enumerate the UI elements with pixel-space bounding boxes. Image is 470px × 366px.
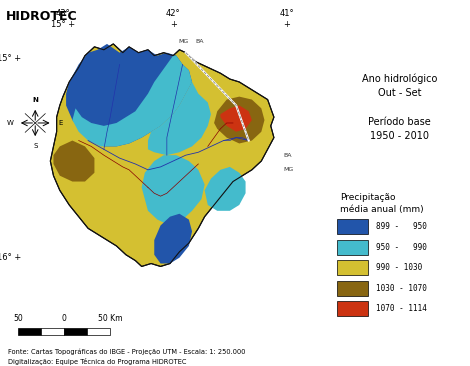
Polygon shape — [66, 44, 192, 146]
Text: Ano hidrológico
Out - Set: Ano hidrológico Out - Set — [362, 73, 437, 98]
Polygon shape — [148, 82, 211, 155]
Text: MG: MG — [283, 167, 294, 172]
Text: 1030 - 1070: 1030 - 1070 — [376, 284, 426, 292]
Text: Fonte: Cartas Topográficas do IBGE - Projeção UTM - Escala: 1: 250.000
Digitaliz: Fonte: Cartas Topográficas do IBGE - Pro… — [8, 348, 245, 365]
Text: +: + — [170, 20, 177, 29]
Text: 16° +: 16° + — [0, 253, 21, 262]
Text: N: N — [32, 97, 38, 102]
Polygon shape — [54, 141, 94, 182]
Bar — [87, 328, 110, 335]
Text: 43°: 43° — [55, 8, 70, 18]
Text: S: S — [33, 143, 38, 149]
Text: 50 Km: 50 Km — [98, 314, 122, 322]
Polygon shape — [220, 105, 252, 132]
Text: BA: BA — [283, 153, 292, 158]
Polygon shape — [50, 44, 274, 266]
Bar — [337, 260, 368, 275]
Bar — [64, 328, 87, 335]
Polygon shape — [154, 214, 192, 264]
Text: 990 - 1030: 990 - 1030 — [376, 263, 422, 272]
Polygon shape — [72, 56, 192, 146]
Text: MG: MG — [179, 39, 189, 44]
Text: 50: 50 — [13, 314, 23, 322]
Text: 41°: 41° — [279, 8, 294, 18]
Text: E: E — [58, 120, 63, 126]
Text: Período base
1950 - 2010: Período base 1950 - 2010 — [368, 117, 431, 141]
Bar — [337, 280, 368, 296]
Bar — [337, 219, 368, 234]
Bar — [18, 328, 41, 335]
Text: 15° +: 15° + — [0, 54, 21, 63]
Text: Precipitação
média anual (mm): Precipitação média anual (mm) — [340, 193, 424, 214]
Text: 899 -   950: 899 - 950 — [376, 222, 426, 231]
Text: +: + — [283, 20, 290, 29]
Polygon shape — [214, 97, 265, 143]
Bar — [337, 301, 368, 316]
Polygon shape — [204, 167, 246, 211]
Text: 15° +: 15° + — [51, 20, 75, 29]
Text: 950 -   990: 950 - 990 — [376, 243, 426, 251]
Bar — [41, 328, 64, 335]
Polygon shape — [141, 155, 204, 225]
Text: 42°: 42° — [166, 8, 180, 18]
Text: W: W — [7, 120, 14, 126]
Text: 1070 - 1114: 1070 - 1114 — [376, 304, 426, 313]
Text: BA: BA — [195, 39, 204, 44]
Bar — [337, 239, 368, 255]
Text: 0: 0 — [62, 314, 66, 322]
Text: HIDROTEC: HIDROTEC — [6, 10, 77, 23]
